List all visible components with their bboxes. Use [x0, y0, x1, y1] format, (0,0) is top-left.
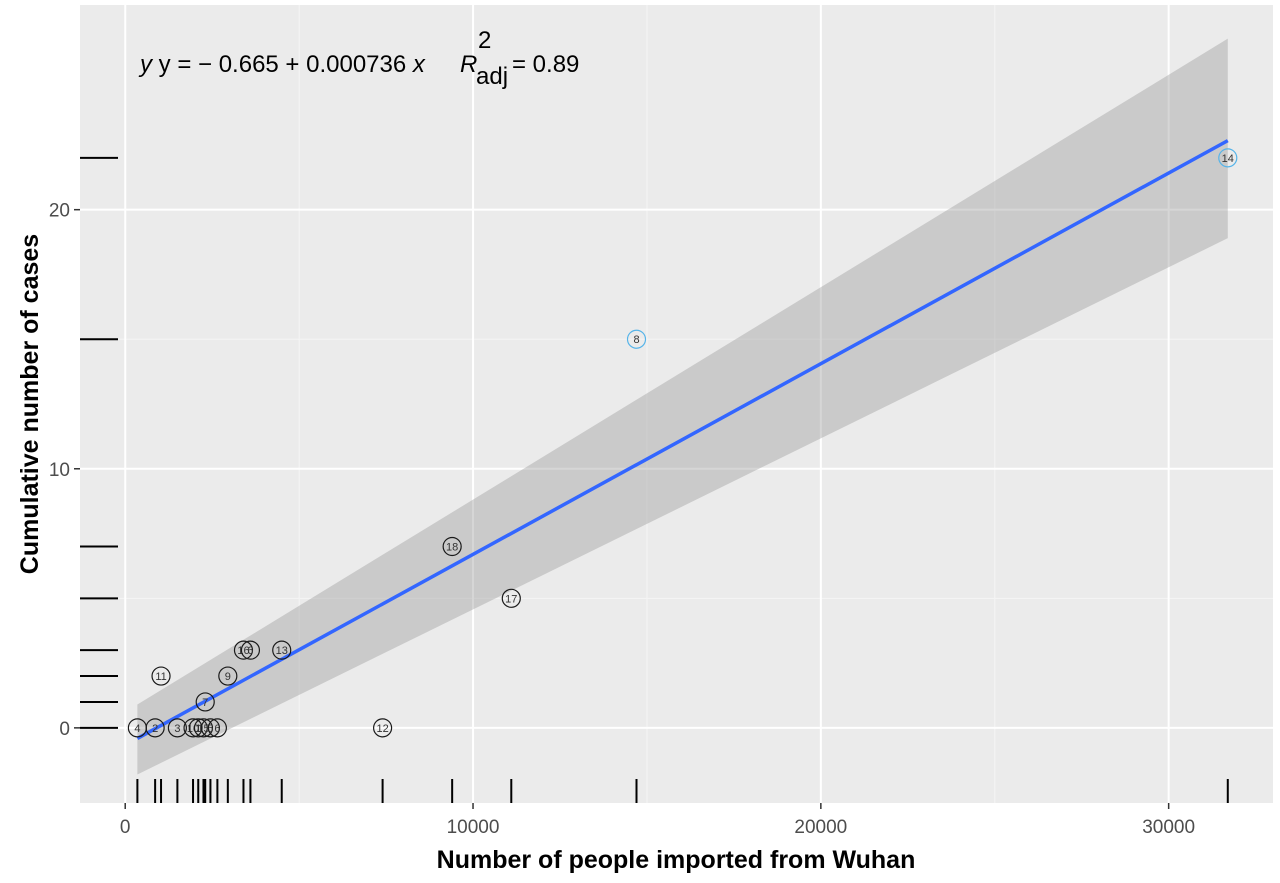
point-marker: [167, 718, 187, 738]
point-label: 2: [152, 723, 158, 735]
point-marker: [501, 588, 521, 608]
regression-line: [136, 139, 1229, 740]
y-tick-label: 20: [49, 201, 70, 222]
point-marker: [200, 718, 221, 738]
point-label: 5: [207, 723, 213, 735]
x-tick-label: 0: [120, 817, 131, 838]
point-marker: [272, 640, 292, 660]
r-squared-subscript: adj: [476, 63, 508, 90]
point-label: 4: [134, 723, 140, 735]
point-label: 17: [505, 593, 517, 605]
x-axis-title: Number of people imported from Wuhan: [437, 846, 916, 874]
data-point: 5: [200, 718, 221, 738]
equation-prefix: y = − 0.665 + 0.000736: [159, 51, 407, 78]
data-point: 17: [501, 588, 521, 608]
regression-equation: y y = − 0.665 + 0.000736 x: [138, 51, 426, 78]
point-label: 6: [247, 645, 253, 657]
point-label: 7: [202, 697, 208, 709]
data-point: 7: [195, 692, 215, 712]
point-marker: [183, 718, 203, 738]
x-tick-label: 10000: [447, 817, 500, 838]
equation-lhs-y: y: [138, 51, 154, 78]
point-label: 15: [197, 723, 209, 735]
point-label: 9: [225, 671, 231, 683]
data-point: 3: [167, 718, 187, 738]
data-point: 14: [1218, 148, 1238, 168]
point-label: 12: [376, 723, 388, 735]
axis-ticks: 0 10000 20000 30000 0 10 20: [49, 201, 1195, 838]
point-label: 11: [155, 671, 166, 683]
point-marker: [240, 640, 261, 660]
point-label: 6: [214, 723, 220, 735]
point-label: 18: [446, 542, 458, 554]
point-marker: [233, 640, 254, 660]
point-label: 14: [1222, 153, 1234, 165]
r-squared-superscript: 2: [478, 27, 491, 54]
x-tick-label: 30000: [1142, 817, 1195, 838]
point-label: 13: [276, 645, 288, 657]
y-tick-label: 0: [59, 719, 70, 740]
r-squared-symbol: R: [460, 51, 477, 78]
y-axis-title: Cumulative number of cases: [16, 234, 44, 574]
data-point: 9: [218, 666, 238, 686]
point-marker: [442, 536, 462, 557]
data-point: 12: [372, 718, 393, 738]
y-tick-label: 10: [49, 460, 70, 481]
data-point: 2: [145, 718, 165, 738]
point-marker: [626, 329, 647, 349]
point-marker: [1218, 148, 1238, 168]
point-marker: [195, 692, 215, 712]
point-marker: [188, 718, 208, 738]
point-marker: [218, 666, 238, 686]
data-point: 6: [207, 718, 227, 738]
rug-layer: [80, 156, 1229, 803]
point-marker: [193, 718, 214, 738]
data-point: 16: [233, 640, 254, 660]
point-label: 3: [174, 723, 180, 735]
data-point: 8: [626, 329, 647, 349]
x-tick-label: 20000: [794, 817, 847, 838]
r-squared-value: = 0.89: [512, 51, 579, 78]
data-point: 18: [442, 536, 462, 557]
minor-grid: [80, 5, 1273, 803]
major-grid: [80, 5, 1273, 803]
regression-line-layer: [136, 139, 1229, 740]
point-marker: [372, 718, 393, 738]
data-point: 15: [193, 718, 214, 738]
data-point: 1: [188, 718, 208, 738]
point-marker: [151, 666, 171, 686]
point-label: 8: [633, 334, 639, 346]
data-point: 6: [240, 640, 261, 660]
plot-panel: [80, 5, 1273, 803]
data-point: 11: [151, 666, 171, 686]
point-label: 16: [237, 645, 249, 657]
point-marker: [207, 718, 227, 738]
point-marker: [145, 718, 165, 738]
equation-x-var: x: [412, 51, 426, 78]
point-label: 1: [195, 723, 201, 735]
data-point: 13: [272, 640, 292, 660]
